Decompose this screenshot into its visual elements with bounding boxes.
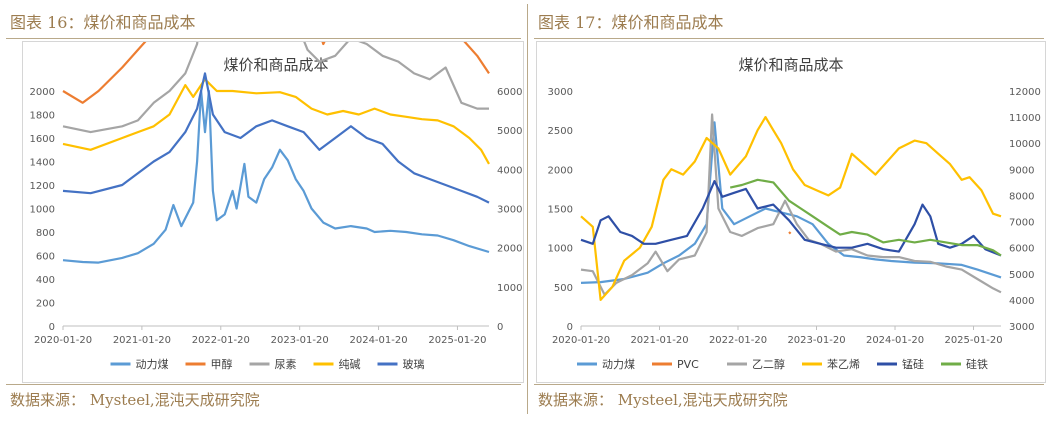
left-chart: 煤价和商品成本 0 200 400 600 800 1000 1200 1400 1600 1800… [30,0,522,371]
y-right-tick-label: 6000 [1009,244,1034,255]
legend-label: 纯碱 [339,358,361,371]
legend-label: 苯乙烯 [827,357,860,371]
y-left-tick-label: 800 [36,228,55,239]
y-left-tick-label: 1800 [30,111,55,122]
y-left-tick-label: 1000 [548,244,573,255]
y-left-tick-label: 0 [567,322,573,333]
series-line-动力煤 [62,89,490,264]
y-left-tick-label: 2000 [548,165,573,176]
x-tick-label: 2022-01-20 [192,335,250,346]
chart-title: 煤价和商品成本 [738,56,843,74]
legend-label: PVC [677,358,699,371]
y-right-tick-label: 3000 [497,205,522,216]
y-left-tick-label: 1400 [30,158,55,169]
series-line-苯乙烯 [580,116,1002,301]
legend-label: 动力煤 [602,358,635,371]
y-right-tick-label: 0 [497,322,503,333]
y-right-tick-label: 3000 [1009,322,1034,333]
figure-title: 图表 16：煤价和商品成本 [10,13,196,32]
chart-title: 煤价和商品成本 [223,56,328,74]
panel-divider [527,4,528,414]
series-line-纯碱 [62,78,490,165]
y-right-tick-label: 6000 [497,87,522,98]
y-right-tick-label: 5000 [1009,270,1034,281]
series-line-硅铁 [729,178,1002,257]
legend-label: 硅铁 [966,358,988,371]
y-left-tick-label: 2000 [30,87,55,98]
y-right-tick-label: 4000 [497,165,522,176]
x-tick-label: 2021-01-20 [113,335,171,346]
title-rule [6,38,521,39]
y-right-tick-label: 2000 [497,244,522,255]
x-tick-label: 2023-01-20 [271,335,329,346]
y-left-tick-label: 0 [49,322,55,333]
legend-label: 玻璃 [403,357,425,371]
source-rule [534,384,1044,385]
series-line-动力煤 [580,121,1002,284]
y-left-tick-label: 3000 [548,87,573,98]
y-right-tick-label: 5000 [497,126,522,137]
left-figure: 图表 16：煤价和商品成本 煤价和商品成本 0 200 400 600 800 1000 12… [6,0,524,409]
legend-label: 动力煤 [136,358,169,371]
x-tick-label: 2023-01-20 [787,335,845,346]
y-right-tick-label: 4000 [1009,296,1034,307]
y-left-tick-label: 1500 [548,205,573,216]
series-line-玻璃 [62,72,490,204]
y-left-tick-label: 1200 [30,181,55,192]
y-left-tick-label: 500 [554,283,573,294]
y-right-tick-label: 12000 [1009,87,1041,98]
y-right-tick-label: 11000 [1009,113,1041,124]
x-tick-label: 2022-01-20 [709,335,767,346]
y-right-tick-label: 7000 [1009,218,1034,229]
x-tick-label: 2025-01-20 [428,335,486,346]
chart-frame: 煤价和商品成本 0 500 1000 1500 2000 2500 3000 3000 4000 5… [536,41,1046,383]
y-left-tick-label: 400 [36,275,55,286]
x-tick-label: 2020-01-20 [552,335,610,346]
y-right-tick-label: 1000 [497,283,522,294]
series-line-乙二醇 [580,113,1002,296]
right-chart: 煤价和商品成本 0 500 1000 1500 2000 2500 3000 3000 4000 5… [548,56,1041,371]
chart-frame: 煤价和商品成本 0 200 400 600 800 1000 1200 1400 1600 1800… [22,0,524,383]
source-note: 数据来源： Mysteel,混沌天成研究院 [538,391,788,409]
x-tick-label: 2025-01-20 [944,335,1002,346]
y-left-tick-label: 1000 [30,205,55,216]
right-figure: 图表 17：煤价和商品成本 煤价和商品成本 0 500 1000 1500 2000 250… [528,0,1050,424]
y-right-tick-label: 9000 [1009,165,1034,176]
x-tick-label: 2020-01-20 [34,335,92,346]
y-left-tick-label: 1600 [30,134,55,145]
x-tick-label: 2024-01-20 [866,335,924,346]
legend-label: 甲醇 [211,357,233,371]
y-left-tick-label: 200 [36,299,55,310]
y-left-tick-label: 2500 [548,126,573,137]
figure-title: 图表 17：煤价和商品成本 [538,13,724,32]
x-tick-label: 2021-01-20 [630,335,688,346]
source-note: 数据来源： Mysteel,混沌天成研究院 [10,391,260,409]
legend-label: 乙二醇 [752,357,785,371]
series-line-锰硅 [580,180,1002,257]
legend-label: 尿素 [275,358,297,371]
title-rule [534,38,1044,39]
y-right-tick-label: 8000 [1009,191,1034,202]
x-tick-label: 2024-01-20 [349,335,407,346]
y-right-tick-label: 10000 [1009,139,1041,150]
y-left-tick-label: 600 [36,252,55,263]
legend-label: 锰硅 [902,357,924,371]
series-line-PVC [788,231,792,235]
source-rule [6,384,521,385]
